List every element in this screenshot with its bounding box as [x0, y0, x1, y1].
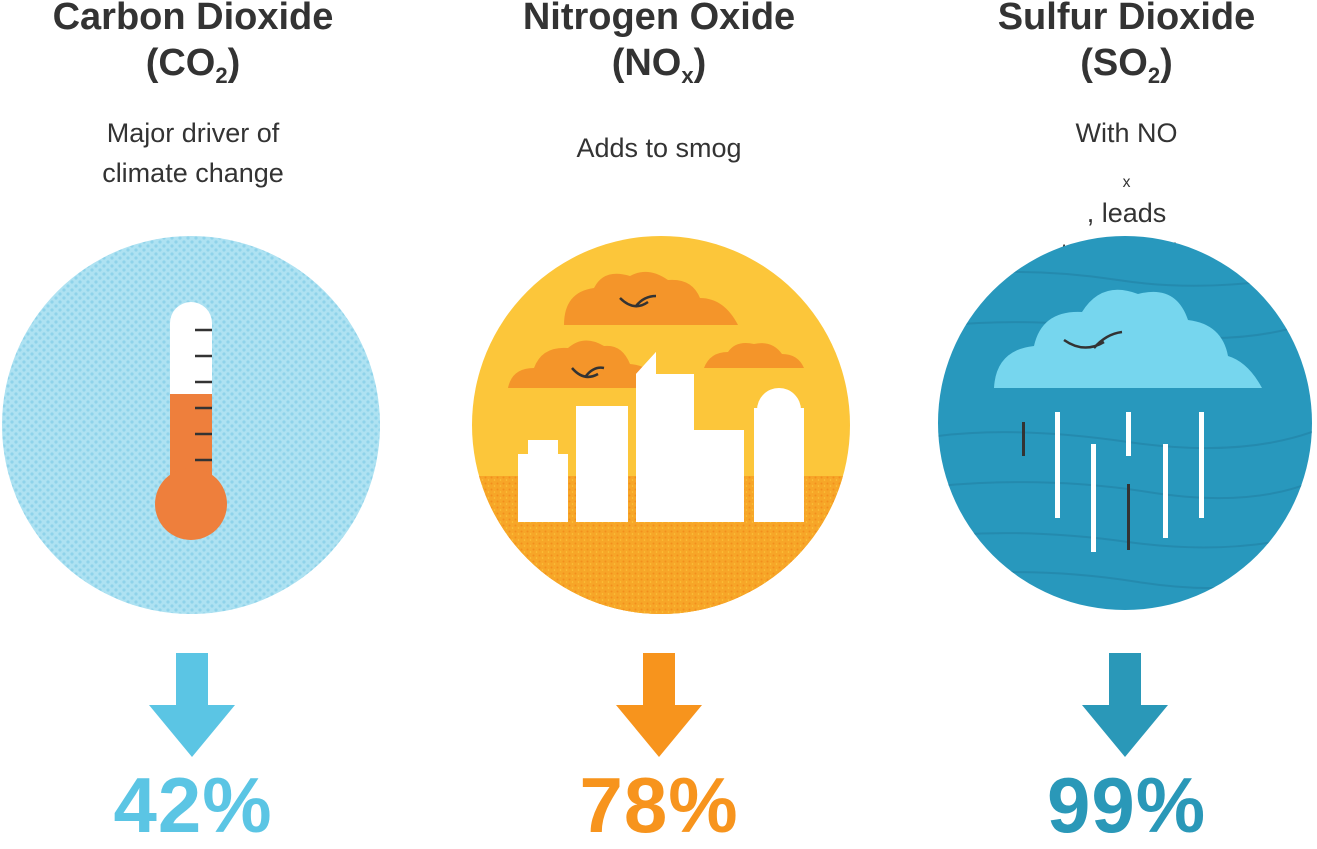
pollutant-sulfur-dioxide: Sulfur Dioxide (SO2) With NOx, leads to … — [936, 0, 1317, 844]
pollutant-nitrogen-oxide: Nitrogen Oxide (NOx) Adds to smog — [470, 0, 850, 844]
pollutant-title: Nitrogen Oxide (NOx) — [470, 0, 848, 86]
rain-cloud-icon — [938, 236, 1312, 610]
pollutant-title: Carbon Dioxide (CO2) — [0, 0, 386, 86]
pollutant-name: Sulfur Dioxide — [997, 0, 1256, 38]
pollutant-name: Carbon Dioxide — [52, 0, 334, 38]
pollutant-description: Major driver of climate change — [102, 118, 284, 188]
thermometer-icon — [2, 236, 380, 614]
pollutant-carbon-dioxide: Carbon Dioxide (CO2) Major driver of cli… — [0, 0, 386, 844]
reduction-percent: 78% — [579, 761, 739, 849]
pollutant-formula: (CO2) — [145, 42, 241, 88]
pollutant-formula: (NOx) — [611, 42, 707, 88]
reduction-percent: 42% — [113, 761, 273, 849]
pollutant-name: Nitrogen Oxide — [522, 0, 796, 38]
down-arrow-icon — [1082, 653, 1168, 757]
pollutant-description: Adds to smog — [576, 133, 742, 163]
reduction-percent: 99% — [1046, 761, 1207, 849]
down-arrow-icon — [149, 653, 235, 757]
pollutant-title: Sulfur Dioxide (SO2) — [936, 0, 1317, 86]
smoggy-city-icon — [472, 236, 850, 614]
down-arrow-icon — [616, 653, 702, 757]
pollutant-formula: (SO2) — [1080, 42, 1173, 88]
